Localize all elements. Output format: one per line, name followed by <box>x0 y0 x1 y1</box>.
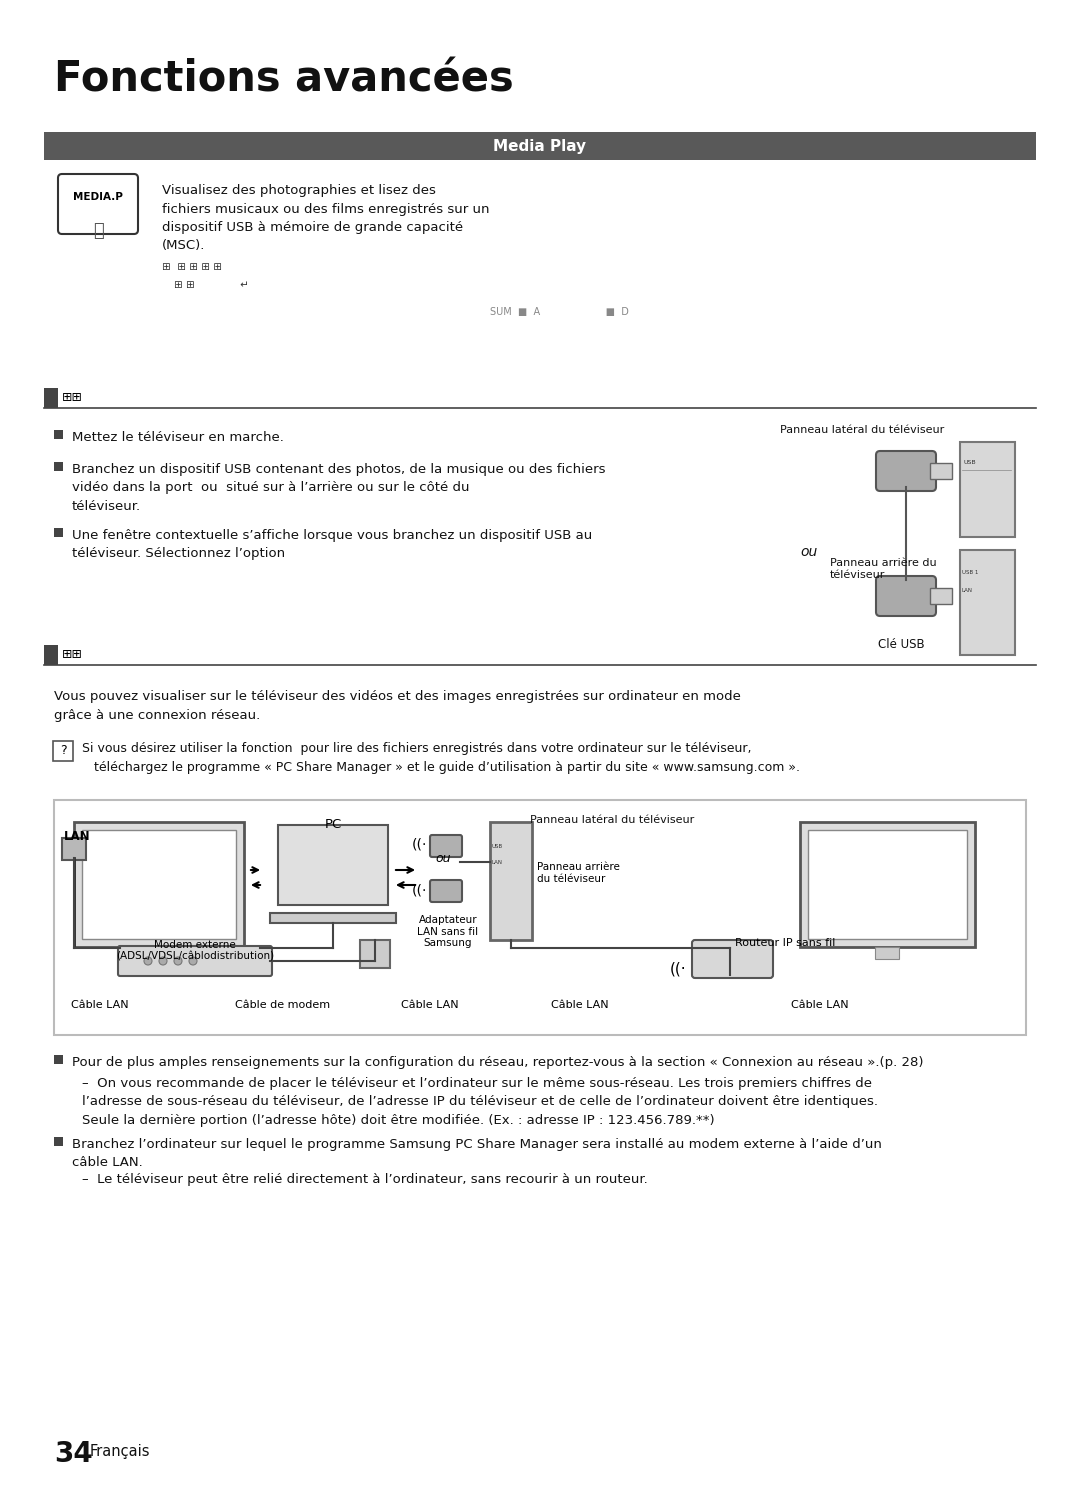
Text: Panneau latéral du téléviseur: Panneau latéral du téléviseur <box>530 816 694 825</box>
Text: ou: ou <box>435 852 450 865</box>
Bar <box>930 589 951 604</box>
Circle shape <box>189 958 197 965</box>
Text: Câble de modem: Câble de modem <box>235 999 330 1010</box>
Text: Modem externe
(ADSL/VDSL/câblodistribution): Modem externe (ADSL/VDSL/câblodistributi… <box>116 940 274 962</box>
FancyBboxPatch shape <box>692 940 773 979</box>
Bar <box>930 463 951 480</box>
FancyBboxPatch shape <box>876 577 936 616</box>
Text: Routeur IP sans fil: Routeur IP sans fil <box>735 938 835 949</box>
Text: Panneau latéral du téléviseur: Panneau latéral du téléviseur <box>780 424 944 435</box>
Text: USB: USB <box>492 844 503 849</box>
Circle shape <box>159 958 167 965</box>
Bar <box>54 527 63 536</box>
Text: ⊞⊞: ⊞⊞ <box>62 648 83 660</box>
Circle shape <box>144 958 152 965</box>
Bar <box>44 645 58 665</box>
Text: Branchez un dispositif USB contenant des photos, de la musique ou des fichiers
v: Branchez un dispositif USB contenant des… <box>72 463 606 512</box>
Text: ⊞ ⊞              ↵: ⊞ ⊞ ↵ <box>174 279 249 290</box>
FancyBboxPatch shape <box>118 946 272 976</box>
Text: LAN: LAN <box>962 589 973 593</box>
FancyBboxPatch shape <box>53 741 73 760</box>
Text: USB: USB <box>963 460 975 465</box>
Text: Câble LAN: Câble LAN <box>551 999 609 1010</box>
FancyBboxPatch shape <box>876 451 936 492</box>
Text: –  On vous recommande de placer le téléviseur et l’ordinateur sur le même sous-r: – On vous recommande de placer le télévi… <box>82 1077 878 1126</box>
Text: ?: ? <box>59 744 66 757</box>
Text: PC: PC <box>324 819 341 831</box>
Text: Câble LAN: Câble LAN <box>401 999 459 1010</box>
Text: 34: 34 <box>54 1440 93 1469</box>
FancyBboxPatch shape <box>430 835 462 858</box>
Text: LAN: LAN <box>492 861 503 865</box>
Text: ((·: ((· <box>670 961 687 976</box>
Bar <box>490 822 532 940</box>
Bar <box>54 799 1026 1035</box>
Text: LAN: LAN <box>64 831 91 843</box>
Text: Une fenêtre contextuelle s’affiche lorsque vous branchez un dispositif USB au
té: Une fenêtre contextuelle s’affiche lorsq… <box>72 529 592 560</box>
Bar <box>270 913 396 923</box>
FancyBboxPatch shape <box>62 838 86 861</box>
Bar <box>960 550 1015 654</box>
Bar <box>960 442 1015 536</box>
Text: MEDIA.P: MEDIA.P <box>73 193 123 202</box>
Text: ✋: ✋ <box>93 223 104 241</box>
Text: Vous pouvez visualiser sur le téléviseur des vidéos et des images enregistrées s: Vous pouvez visualiser sur le téléviseur… <box>54 690 745 722</box>
Bar <box>54 1055 63 1064</box>
Bar <box>278 825 388 905</box>
Bar <box>54 1137 63 1146</box>
Text: ((·: ((· <box>411 883 428 896</box>
Bar <box>54 462 63 471</box>
Bar <box>54 430 63 439</box>
Bar <box>875 947 899 959</box>
Text: Si vous désirez utiliser la fonction  pour lire des fichiers enregistrés dans vo: Si vous désirez utiliser la fonction pou… <box>82 743 800 774</box>
Text: Visualisez des photographies et lisez des
fichiers musicaux ou des films enregis: Visualisez des photographies et lisez de… <box>162 184 489 252</box>
Bar <box>147 947 171 959</box>
Text: Pour de plus amples renseignements sur la configuration du réseau, reportez-vous: Pour de plus amples renseignements sur l… <box>72 1056 923 1070</box>
Bar <box>360 940 390 968</box>
Bar <box>800 822 975 947</box>
Text: ((·: ((· <box>411 838 428 852</box>
Text: Câble LAN: Câble LAN <box>792 999 849 1010</box>
Text: ou: ou <box>800 545 818 559</box>
Text: Adaptateur
LAN sans fil
Samsung: Adaptateur LAN sans fil Samsung <box>418 914 478 949</box>
FancyBboxPatch shape <box>430 880 462 902</box>
Text: Panneau arrière
du téléviseur: Panneau arrière du téléviseur <box>537 862 620 883</box>
Text: Panneau arrière du
téléviseur: Panneau arrière du téléviseur <box>831 557 936 580</box>
Text: Media Play: Media Play <box>494 139 586 154</box>
Bar <box>808 831 967 940</box>
Text: SUM  ■  A                     ■  D: SUM ■ A ■ D <box>490 306 629 317</box>
Text: –  Le téléviseur peut être relié directement à l’ordinateur, sans recourir à un : – Le téléviseur peut être relié directem… <box>82 1173 648 1186</box>
Text: Câble LAN: Câble LAN <box>71 999 129 1010</box>
Text: Français: Français <box>90 1445 150 1460</box>
Text: ⊞⊞: ⊞⊞ <box>62 391 83 403</box>
Bar <box>44 388 58 408</box>
Bar <box>75 822 244 947</box>
Bar <box>44 131 1036 160</box>
Text: Fonctions avancées: Fonctions avancées <box>54 58 514 100</box>
Circle shape <box>174 958 183 965</box>
Text: ⊞  ⊞ ⊞ ⊞ ⊞: ⊞ ⊞ ⊞ ⊞ ⊞ <box>162 261 222 272</box>
Text: USB 1: USB 1 <box>962 571 981 575</box>
Text: Branchez l’ordinateur sur lequel le programme Samsung PC Share Manager sera inst: Branchez l’ordinateur sur lequel le prog… <box>72 1138 882 1170</box>
Text: Mettez le téléviseur en marche.: Mettez le téléviseur en marche. <box>72 430 284 444</box>
Text: Clé USB: Clé USB <box>878 638 924 651</box>
Bar <box>82 831 237 940</box>
FancyBboxPatch shape <box>58 173 138 235</box>
